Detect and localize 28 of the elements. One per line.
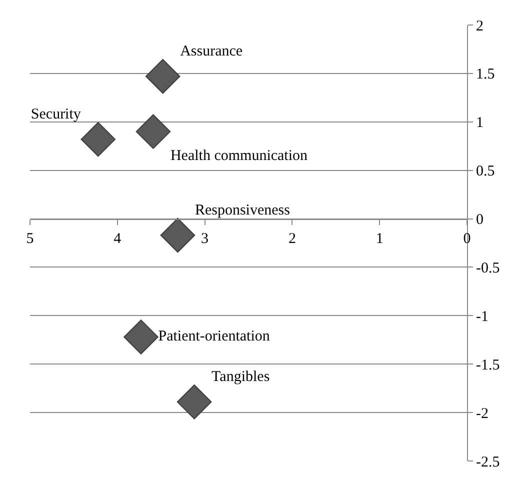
y-tick-label: -2 xyxy=(476,406,488,422)
series-label: Tangibles xyxy=(212,368,270,385)
point xyxy=(124,320,158,354)
series-label: Assurance xyxy=(180,43,243,60)
y-tick-label: 1.5 xyxy=(476,66,495,83)
x-tick-label: 2 xyxy=(288,230,296,247)
y-tick-label: -2.5 xyxy=(476,454,500,470)
point xyxy=(80,122,116,157)
y-tick-label: 2 xyxy=(476,18,484,34)
x-tick-label: 1 xyxy=(376,230,384,247)
point xyxy=(136,114,171,149)
y-tick-label: -1 xyxy=(476,308,488,325)
x-tick-label: 3 xyxy=(201,230,209,247)
y-tick-label: -0.5 xyxy=(476,260,500,276)
y-tick-label: 1 xyxy=(476,115,484,132)
series-label: Security xyxy=(30,106,82,122)
x-tick-label: 5 xyxy=(26,230,34,247)
point xyxy=(145,58,180,94)
series-label: Responsiveness xyxy=(194,202,290,218)
point xyxy=(160,218,196,253)
y-tick-label: 0 xyxy=(476,212,484,228)
y-tick-label: 0.5 xyxy=(476,164,495,180)
y-tick-label: -1.5 xyxy=(476,357,500,374)
x-tick-label: 4 xyxy=(114,230,122,247)
point xyxy=(176,384,212,420)
x-tick-label: 0 xyxy=(463,230,471,247)
series-label: Patient-orientation xyxy=(158,328,270,345)
series-label: Health communication xyxy=(170,148,308,164)
